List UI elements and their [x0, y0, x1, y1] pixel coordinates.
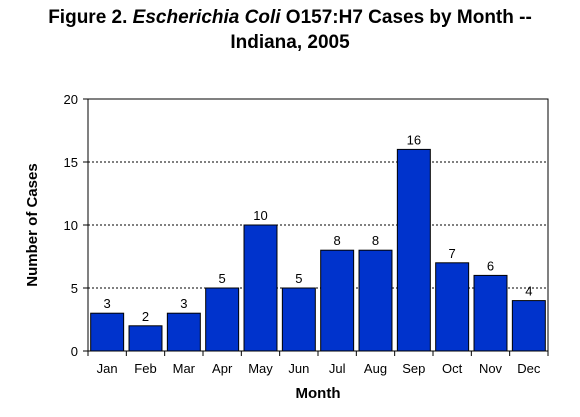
- data-label-dec: 4: [525, 284, 532, 299]
- y-tick-label-10: 10: [64, 218, 78, 233]
- x-tick-label-nov: Nov: [479, 361, 503, 376]
- gridlines: [88, 161, 548, 289]
- title-prefix: Figure 2.: [48, 7, 133, 28]
- x-tick-label-jul: Jul: [329, 361, 346, 376]
- bar-sep: [396, 148, 431, 352]
- bar-mar: [166, 312, 201, 352]
- data-label-jan: 3: [104, 296, 111, 311]
- data-label-oct: 7: [449, 246, 456, 261]
- y-tick-label-20: 20: [64, 92, 78, 107]
- x-tick-label-jun: Jun: [288, 361, 309, 376]
- title-suffix: O157:H7 Cases by Month --: [280, 7, 532, 28]
- y-axis-title: Number of Cases: [24, 163, 41, 286]
- bar-oct: [435, 262, 470, 352]
- x-tick-label-sep: Sep: [402, 361, 425, 376]
- data-label-apr: 5: [219, 271, 226, 286]
- x-tick-label-aug: Aug: [364, 361, 387, 376]
- data-label-jul: 8: [334, 233, 341, 248]
- chart-title-line-2: Indiana, 2005: [230, 32, 350, 53]
- bar-nov: [473, 274, 508, 352]
- data-label-jun: 5: [295, 271, 302, 286]
- bar-jun: [281, 287, 316, 352]
- x-tick-label-may: May: [248, 361, 273, 376]
- y-tick-label-0: 0: [71, 344, 78, 359]
- data-labels: 3 2 3 5 10 5 8 8 16 7 6 4: [104, 132, 533, 323]
- x-axis-title: Month: [296, 385, 341, 402]
- bar-jan: [90, 312, 125, 352]
- data-label-feb: 2: [142, 309, 149, 324]
- title-italic: Escherichia Coli: [132, 7, 281, 28]
- data-label-aug: 8: [372, 233, 379, 248]
- bars: [90, 148, 546, 352]
- x-tick-label-dec: Dec: [517, 361, 541, 376]
- y-tick-label-15: 15: [64, 155, 78, 170]
- bar-aug: [358, 249, 393, 352]
- x-tick-labels: Jan Feb Mar Apr May Jun Jul Aug Sep Oct Nov Dec: [97, 361, 541, 376]
- data-label-may: 10: [253, 208, 267, 223]
- x-tick-label-apr: Apr: [212, 361, 233, 376]
- bar-dec: [511, 300, 546, 352]
- data-label-nov: 6: [487, 258, 494, 273]
- bar-jul: [320, 249, 355, 352]
- x-tick-label-oct: Oct: [442, 361, 463, 376]
- chart-title-line-1: Figure 2. Escherichia Coli O157:H7 Cases…: [0, 6, 580, 30]
- bar-feb: [128, 325, 163, 352]
- y-tick-label-5: 5: [71, 281, 78, 296]
- y-tick-labels: 0 5 10 15 20: [64, 92, 78, 359]
- x-tick-label-jan: Jan: [97, 361, 118, 376]
- x-tick-label-mar: Mar: [173, 361, 196, 376]
- x-tick-label-feb: Feb: [134, 361, 156, 376]
- bar-apr: [205, 287, 240, 352]
- plot-frame: [87, 98, 549, 352]
- axes: [83, 98, 549, 356]
- data-label-mar: 3: [180, 296, 187, 311]
- data-label-sep: 16: [407, 132, 421, 147]
- bar-may: [243, 224, 278, 352]
